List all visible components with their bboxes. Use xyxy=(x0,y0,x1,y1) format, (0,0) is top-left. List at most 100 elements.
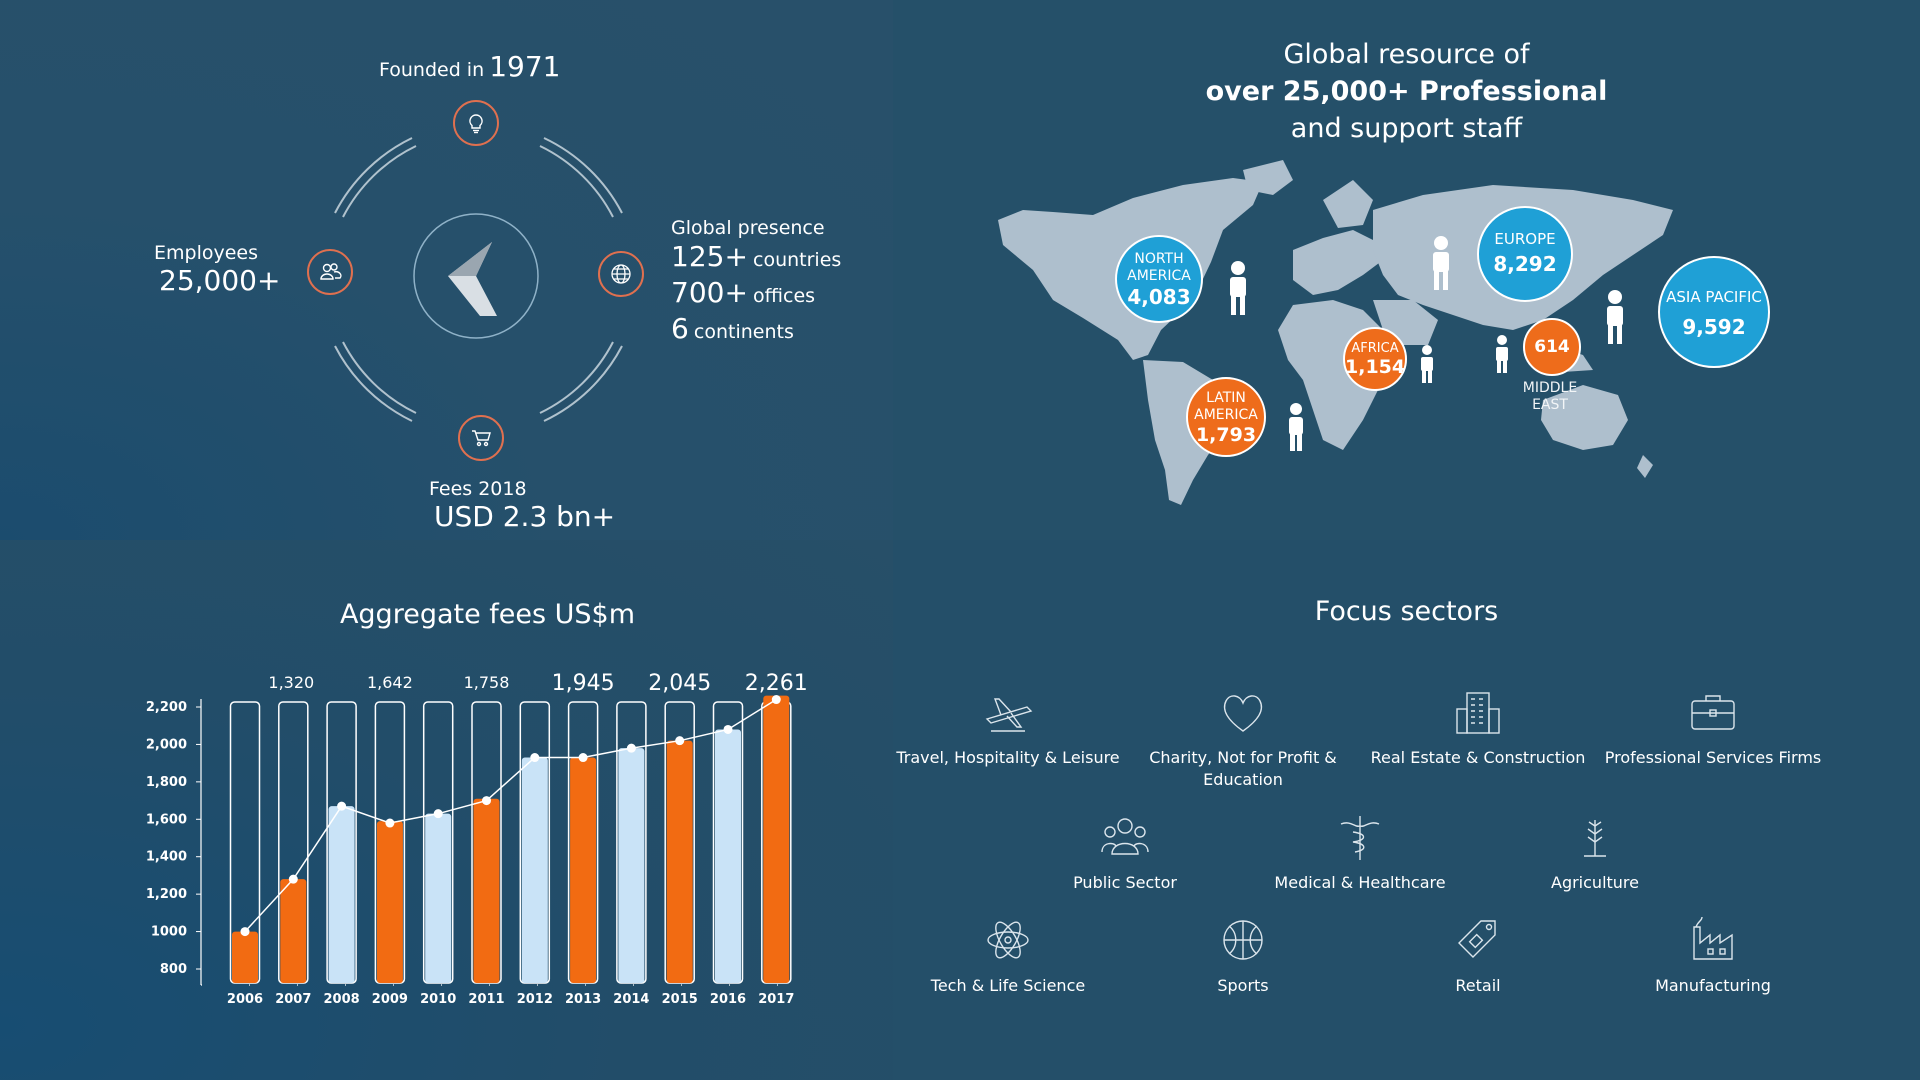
middle-east-label-line-2: EAST xyxy=(1532,397,1568,413)
sector-tech: Tech & Life Science xyxy=(893,913,1123,997)
trend-point xyxy=(530,753,540,763)
continents-number: 6 xyxy=(671,312,689,345)
bar xyxy=(715,729,741,983)
offices-number: 700+ xyxy=(671,276,748,309)
trend-point xyxy=(723,724,733,734)
founded-year: 1971 xyxy=(489,50,561,83)
bar xyxy=(618,748,645,983)
sector-medical: Medical & Healthcare xyxy=(1245,810,1475,894)
bar xyxy=(280,879,307,983)
sector-sports: Sports xyxy=(1128,913,1358,997)
sector-professional-services: Professional Services Firms xyxy=(1598,685,1828,769)
cart-icon xyxy=(458,415,504,461)
wheat-icon xyxy=(1584,820,1606,857)
presence-label: Global presence xyxy=(671,217,825,239)
sector-label: Retail xyxy=(1455,976,1501,995)
price-tag-icon xyxy=(1458,920,1496,958)
x-tick-label: 2008 xyxy=(324,992,360,1007)
people-icon xyxy=(307,249,353,295)
data-label: 1,758 xyxy=(464,673,510,692)
x-tick-label: 2012 xyxy=(517,992,553,1007)
y-tick-label: 1,200 xyxy=(146,887,187,902)
x-tick-label: 2015 xyxy=(662,992,698,1007)
region-value: 1,154 xyxy=(1345,356,1406,378)
trend-point xyxy=(578,753,588,763)
map-title: Global resource of over 25,000+ Professi… xyxy=(893,36,1920,147)
sector-label: Public Sector xyxy=(1073,873,1177,892)
chart-title: Aggregate fees US$m xyxy=(339,599,636,630)
x-tick-label: 2017 xyxy=(758,992,794,1007)
x-tick-label: 2013 xyxy=(565,992,601,1007)
sector-label: Manufacturing xyxy=(1655,976,1771,995)
bar xyxy=(473,798,500,983)
person-icon xyxy=(1496,335,1508,373)
trend-point xyxy=(626,743,636,753)
data-label: 2,261 xyxy=(745,671,808,696)
bar xyxy=(666,740,693,983)
region-value: 9,592 xyxy=(1682,315,1746,339)
trend-point xyxy=(675,736,685,746)
x-tick-label: 2009 xyxy=(372,992,408,1007)
region-name-line-1: ASIA PACIFIC xyxy=(1666,288,1762,306)
x-tick-label: 2006 xyxy=(227,992,263,1007)
region-value: 1,793 xyxy=(1195,424,1257,446)
sector-label: Professional Services Firms xyxy=(1604,748,1822,767)
bar xyxy=(376,821,403,983)
sector-label: Agriculture xyxy=(1551,873,1639,892)
map-title-line-3: and support staff xyxy=(1290,113,1523,144)
region-middle-east: 614 xyxy=(1523,318,1581,376)
countries-number: 125+ xyxy=(671,240,748,273)
data-label: 1,642 xyxy=(367,673,413,692)
founded-stat: Founded in 1971 xyxy=(379,50,561,83)
sector-manufacturing: Manufacturing xyxy=(1598,913,1828,997)
person-icon xyxy=(1607,290,1623,344)
offices-label: offices xyxy=(753,285,816,307)
group-icon xyxy=(1101,818,1149,855)
sector-charity: Charity, Not for Profit & Education xyxy=(1128,685,1358,791)
global-resource-panel: Global resource of over 25,000+ Professi… xyxy=(893,0,1920,540)
person-icon xyxy=(1289,403,1303,451)
region-latin-america: LATIN AMERICA 1,793 xyxy=(1186,377,1266,457)
y-tick-label: 1,600 xyxy=(146,812,187,827)
x-tick-label: 2011 xyxy=(468,992,504,1007)
region-name-line-1: LATIN xyxy=(1206,390,1246,406)
sector-agriculture: Agriculture xyxy=(1480,810,1710,894)
bar xyxy=(570,757,597,983)
person-icon xyxy=(1433,236,1449,290)
map-title-line-2: over 25,000+ Professional xyxy=(1205,76,1608,107)
lightbulb-icon xyxy=(453,100,499,146)
fees-value: USD 2.3 bn+ xyxy=(434,500,616,533)
x-tick-label: 2007 xyxy=(275,992,311,1007)
sectors-title: Focus sectors xyxy=(1314,596,1499,627)
presence-stat: Global presence 125+ countries 700+ offi… xyxy=(671,215,841,349)
sector-label: Travel, Hospitality & Leisure xyxy=(896,748,1120,767)
aggregate-fees-panel: Aggregate fees US$m 800 1000 1,200 1,400 1,6… xyxy=(0,540,893,1080)
person-icon xyxy=(1230,261,1246,315)
data-label: 1,320 xyxy=(268,673,314,692)
region-value: 8,292 xyxy=(1493,252,1557,276)
sector-label: Charity, Not for Profit & Education xyxy=(1149,748,1337,789)
fees-stat: Fees 2018 USD 2.3 bn+ xyxy=(429,478,615,533)
atom-icon xyxy=(987,921,1029,959)
trend-point xyxy=(288,874,298,884)
employees-value: 25,000+ xyxy=(159,264,281,297)
y-tick-label: 2,200 xyxy=(146,700,187,715)
trend-line xyxy=(244,698,777,933)
sector-travel: Travel, Hospitality & Leisure xyxy=(893,685,1123,769)
region-north-america: NORTH AMERICA 4,083 xyxy=(1115,235,1203,323)
person-icon xyxy=(1421,345,1433,383)
bar xyxy=(763,695,790,983)
employees-stat: Employees 25,000+ xyxy=(154,242,280,297)
trend-point xyxy=(482,796,491,806)
map-title-line-1: Global resource of xyxy=(1283,39,1530,70)
region-africa: AFRICA 1,154 xyxy=(1343,327,1407,391)
sector-retail: Retail xyxy=(1363,913,1593,997)
x-tick-label: 2010 xyxy=(420,992,456,1007)
region-value: 614 xyxy=(1534,337,1570,357)
logo-icon xyxy=(448,242,497,316)
caduceus-icon xyxy=(1340,816,1380,860)
countries-label: countries xyxy=(753,249,842,271)
region-name-line-2: AMERICA xyxy=(1127,268,1191,284)
trend-point xyxy=(771,695,781,705)
continents-label: continents xyxy=(693,321,794,343)
